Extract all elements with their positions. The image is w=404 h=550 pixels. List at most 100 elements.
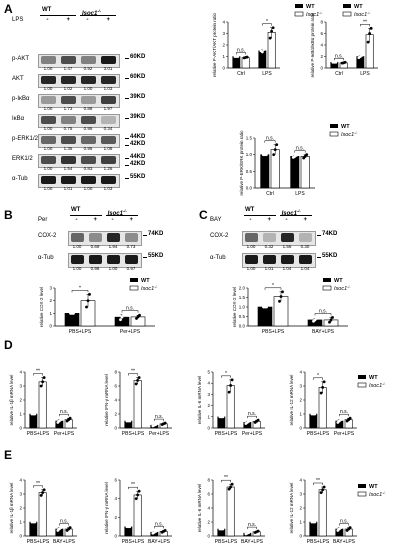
legend-label-ko: Isoc1-/- — [369, 382, 386, 389]
legend-label-wt: WT — [341, 124, 350, 130]
densitometry-value: 0.92 — [83, 66, 93, 71]
y-tick-label: 8 — [114, 370, 117, 375]
densitometry-value: 0.97 — [126, 266, 136, 271]
densitometry-value: 0.73 — [126, 244, 136, 249]
y-tick-label: 6 — [114, 384, 117, 389]
treatment-sign: - — [75, 217, 78, 223]
legend-label-ko-superscript: -/- — [354, 131, 358, 135]
legend-label-ko-superscript: -/- — [382, 491, 386, 495]
data-point — [247, 419, 251, 423]
x-tick-label: PBS+LPS — [307, 539, 330, 545]
densitometry-value: 1.00 — [246, 244, 256, 249]
x-tick-label: PBS+LPS — [27, 539, 50, 545]
y-tick-label: 6 — [320, 31, 323, 36]
significance-label: n.s. — [266, 136, 274, 142]
y-tick-label: 4 — [299, 370, 302, 375]
data-point — [68, 526, 72, 530]
bar — [300, 156, 310, 189]
blot-membrane — [68, 253, 142, 268]
genotype-wt-label: WT — [71, 207, 81, 213]
blot-membrane — [38, 74, 120, 88]
molecular-weight-label: 60KD — [130, 54, 146, 60]
blot-band — [40, 116, 56, 124]
data-point — [279, 295, 283, 298]
data-point — [33, 520, 37, 524]
y-tick-label: 1.5 — [246, 136, 253, 141]
densitometry-value: 1.03 — [103, 186, 113, 191]
densitometry-value: 1.47 — [63, 66, 73, 71]
data-point — [138, 313, 141, 317]
molecular-weight-tick — [125, 158, 129, 159]
treatment-sign: + — [267, 217, 272, 223]
data-point — [230, 482, 234, 486]
legend-swatch-wt — [130, 278, 138, 282]
x-tick-label: Per+LPS — [120, 329, 141, 335]
densitometry-value: 1.00 — [43, 86, 53, 91]
significance-bracket — [247, 415, 257, 419]
x-tick-label: PBS+LPS — [122, 431, 145, 437]
treatment-sign: + — [303, 217, 308, 223]
molecular-weight-label: 55KD — [130, 174, 146, 180]
y-tick-label: 6 — [114, 478, 117, 483]
significance-label: n.s. — [237, 48, 245, 54]
y-tick-label: 1 — [299, 412, 302, 417]
densitometry-value: 1.01 — [264, 266, 274, 271]
significance-bracket — [262, 23, 272, 26]
y-tick-label: 0 — [114, 426, 117, 431]
y-tick-label: 1 — [299, 520, 302, 525]
significance-bracket — [154, 418, 164, 422]
y-tick-label: 0 — [299, 426, 302, 431]
blot-band — [100, 156, 116, 164]
bar — [226, 486, 235, 537]
x-tick-label: PBS+LPS — [27, 431, 50, 437]
bar — [257, 306, 273, 327]
y-tick-label: 1.0 — [239, 305, 246, 310]
data-point — [329, 318, 333, 322]
x-tick-label: Per+LPS — [149, 431, 170, 437]
bar — [217, 416, 226, 429]
data-point — [322, 380, 326, 384]
molecular-weight-label: 42KD — [130, 161, 146, 167]
y-tick-label: 2.0 — [239, 286, 246, 291]
data-point — [59, 418, 63, 422]
data-point — [136, 493, 140, 497]
significance-bracket — [247, 526, 257, 530]
blot-band — [100, 116, 116, 124]
protein-label: p-IκBα — [12, 96, 30, 102]
data-point — [319, 391, 323, 395]
significance-bracket — [33, 485, 43, 488]
data-point — [221, 415, 225, 419]
densitometry-value: 1.03 — [103, 86, 113, 91]
densitometry-value: 1.54 — [63, 166, 73, 171]
genotype-wt-line — [70, 215, 102, 216]
x-tick-label: PBS+LPS — [262, 329, 285, 335]
blot-band — [100, 136, 116, 144]
significance-bracket — [121, 310, 139, 313]
blot-band — [80, 76, 96, 84]
x-tick-label: PBS+LPS — [215, 431, 238, 437]
y-tick-label: 3 — [299, 384, 302, 389]
densitometry-value: 1.56 — [282, 244, 292, 249]
chart-A1: 0 1 2 3 4 relative P-AKT/AKT protein ratio Ctr… — [212, 13, 280, 77]
protein-label: IκBα — [12, 116, 25, 122]
molecular-weight-tick — [317, 257, 321, 258]
legend-label-wt: WT — [369, 484, 378, 490]
significance-label: n.s. — [155, 521, 163, 527]
significance-label: n.s. — [155, 414, 163, 420]
legend-label-wt: WT — [334, 278, 343, 284]
data-point — [236, 55, 240, 58]
legend-swatch-wt — [295, 4, 303, 8]
treatment-sign: - — [46, 17, 49, 23]
densitometry-value: 1.04 — [300, 266, 310, 271]
blot-membrane — [38, 94, 120, 108]
blot-band — [60, 136, 76, 144]
treatment-label: BAY — [210, 217, 222, 223]
data-point — [368, 32, 372, 35]
genotype-ko-label: Isoc1-/- — [281, 208, 301, 217]
x-tick-label: Per+LPS — [242, 431, 263, 437]
y-tick-label: 4 — [320, 43, 323, 48]
y-tick-label: 3 — [19, 384, 22, 389]
treatment-label: Per — [38, 217, 48, 223]
